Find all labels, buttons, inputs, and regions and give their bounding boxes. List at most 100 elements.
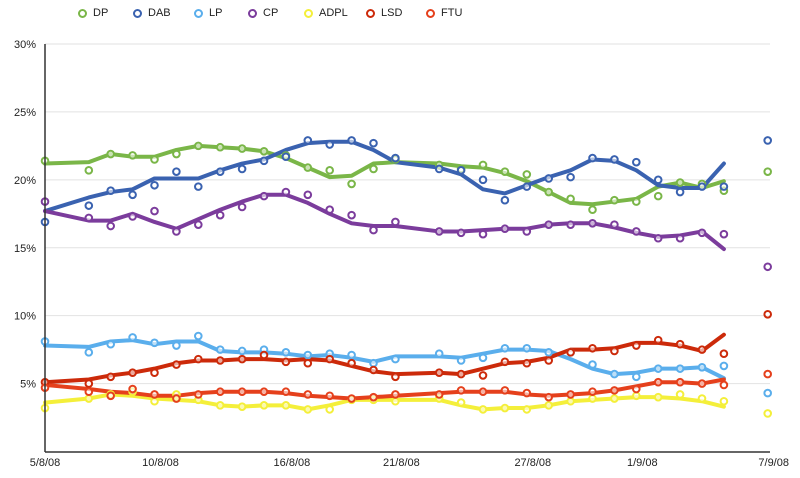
data-point-cp bbox=[237, 202, 247, 212]
data-point-lp bbox=[456, 356, 466, 365]
data-point-adpl bbox=[610, 394, 619, 403]
data-point-adpl bbox=[588, 394, 597, 403]
data-point-dp bbox=[566, 194, 575, 204]
data-point-dab bbox=[719, 182, 729, 191]
y-tick-label: 10% bbox=[14, 311, 36, 323]
data-point-dp bbox=[259, 147, 269, 156]
x-tick-label: 21/8/08 bbox=[383, 457, 420, 469]
data-point-lsd bbox=[456, 369, 466, 379]
legend-marker-icon bbox=[366, 8, 375, 18]
data-point-dp bbox=[763, 167, 773, 176]
y-tick-label: 5% bbox=[20, 379, 36, 391]
data-point-adpl bbox=[632, 391, 641, 401]
data-point-ftu bbox=[281, 387, 291, 397]
data-point-ftu bbox=[566, 390, 575, 399]
data-point-lp bbox=[172, 341, 181, 350]
legend-label: FTU bbox=[441, 7, 463, 19]
data-point-dab bbox=[675, 187, 685, 197]
data-point-cp bbox=[653, 233, 663, 243]
x-tick-label: 16/8/08 bbox=[274, 457, 311, 469]
data-point-dp bbox=[215, 142, 225, 152]
data-point-lp bbox=[544, 348, 554, 357]
data-point-ftu bbox=[434, 390, 444, 399]
data-point-lp bbox=[194, 331, 203, 341]
data-point-adpl bbox=[237, 402, 247, 411]
data-point-lp bbox=[588, 360, 597, 369]
data-point-dab bbox=[281, 152, 291, 162]
data-point-cp bbox=[391, 217, 400, 227]
data-point-adpl bbox=[84, 394, 94, 403]
data-point-adpl bbox=[259, 401, 269, 410]
data-point-dp bbox=[632, 197, 641, 206]
data-point-cp bbox=[719, 229, 729, 239]
data-point-dp bbox=[478, 160, 488, 170]
data-point-cp bbox=[478, 229, 488, 239]
data-point-dp bbox=[84, 166, 94, 175]
data-point-cp bbox=[194, 220, 203, 229]
data-point-lp bbox=[675, 364, 685, 373]
data-point-adpl bbox=[544, 401, 554, 410]
data-point-lp bbox=[303, 350, 313, 360]
data-point-lp bbox=[150, 338, 159, 348]
data-point-cp bbox=[84, 213, 94, 223]
data-point-ftu bbox=[719, 380, 729, 390]
data-point-lsd bbox=[347, 358, 356, 368]
data-point-ftu bbox=[237, 387, 247, 397]
data-point-lsd bbox=[194, 354, 203, 364]
data-point-dab bbox=[610, 155, 619, 164]
data-point-lsd bbox=[697, 345, 707, 354]
data-point-ftu bbox=[194, 390, 203, 399]
legend-item-cp: CP bbox=[248, 7, 278, 19]
data-point-ftu bbox=[150, 390, 159, 399]
data-point-dp bbox=[347, 179, 356, 189]
data-point-adpl bbox=[653, 392, 663, 402]
data-point-dab bbox=[194, 182, 203, 191]
data-point-cp bbox=[544, 220, 554, 229]
data-point-ftu bbox=[215, 387, 225, 397]
data-point-cp bbox=[697, 228, 707, 238]
data-point-dab bbox=[391, 153, 400, 163]
data-point-dab bbox=[325, 140, 335, 149]
data-point-dp bbox=[653, 191, 663, 201]
legend-label: ADPL bbox=[319, 7, 348, 19]
data-point-ftu bbox=[84, 387, 94, 397]
x-tick-label: 27/8/08 bbox=[514, 457, 551, 469]
data-point-lp bbox=[522, 343, 532, 353]
data-point-lsd bbox=[544, 356, 554, 365]
data-point-lsd bbox=[259, 350, 269, 360]
trend-line-cp bbox=[43, 192, 726, 252]
data-point-cp bbox=[369, 225, 378, 235]
data-point-ftu bbox=[456, 386, 466, 395]
legend-label: DP bbox=[93, 7, 109, 19]
data-point-ftu bbox=[588, 387, 597, 397]
data-point-lsd bbox=[566, 348, 575, 357]
data-point-cp bbox=[128, 212, 137, 221]
data-point-dp bbox=[544, 187, 554, 197]
data-point-adpl bbox=[719, 396, 729, 406]
legend-marker-icon bbox=[304, 8, 313, 18]
data-point-lp bbox=[763, 388, 773, 398]
data-point-lp bbox=[478, 353, 488, 363]
data-point-cp bbox=[281, 187, 291, 197]
data-point-cp bbox=[566, 220, 575, 229]
data-point-adpl bbox=[303, 405, 313, 414]
legend-label: DAB bbox=[148, 7, 171, 19]
data-point-lsd bbox=[763, 310, 773, 319]
data-point-lp bbox=[237, 346, 247, 356]
data-point-lsd bbox=[281, 357, 291, 367]
data-point-lsd bbox=[500, 357, 510, 367]
data-point-dab bbox=[522, 182, 532, 191]
data-point-lsd bbox=[325, 354, 335, 364]
data-point-cp bbox=[632, 227, 641, 236]
data-point-lp bbox=[281, 348, 291, 357]
legend-item-lp: LP bbox=[194, 7, 222, 19]
legend-item-lsd: LSD bbox=[366, 7, 402, 19]
data-point-adpl bbox=[763, 409, 773, 418]
data-point-lsd bbox=[588, 343, 597, 353]
data-point-ftu bbox=[347, 394, 356, 403]
data-point-adpl bbox=[478, 405, 488, 414]
data-point-cp bbox=[347, 210, 356, 220]
legend-marker-icon bbox=[426, 8, 435, 18]
data-point-dp bbox=[172, 149, 181, 159]
data-point-cp bbox=[675, 233, 685, 243]
